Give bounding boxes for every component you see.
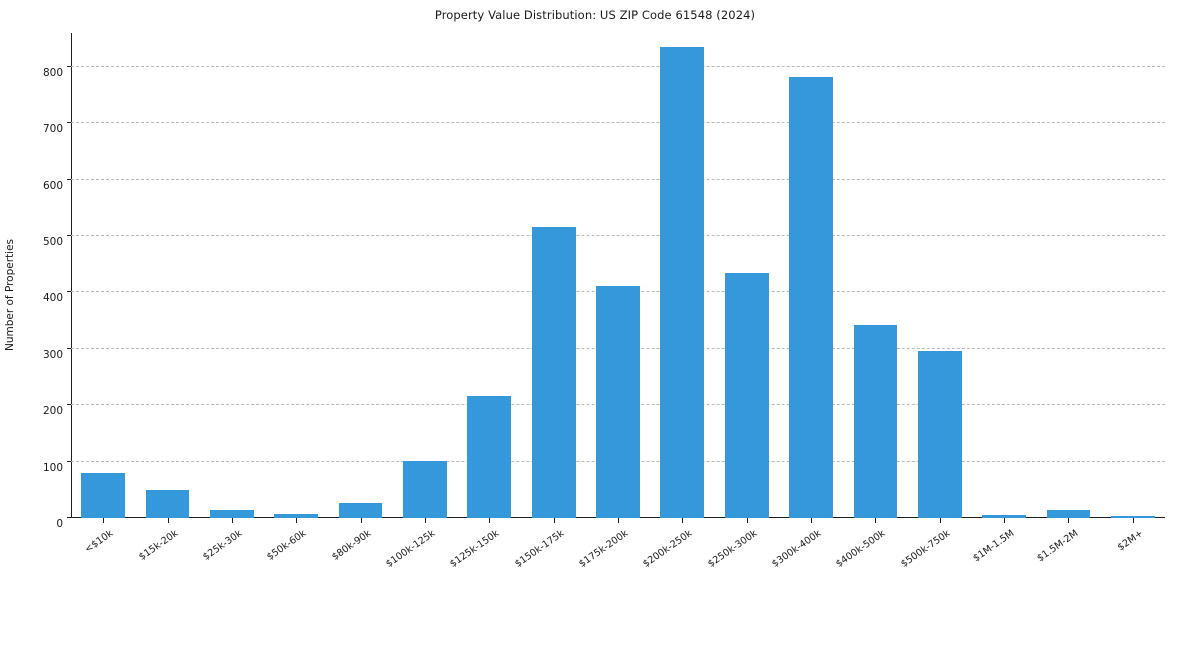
y-tick-mark [67,461,72,462]
y-tick-mark [67,122,72,123]
y-tick-mark [67,517,72,518]
x-tick-mark [1004,518,1005,523]
y-tick-mark [67,404,72,405]
bar [789,77,833,518]
x-tick-mark [682,518,683,523]
x-tick-mark [168,518,169,523]
gridline [71,179,1165,180]
x-tick-mark [103,518,104,523]
bar [596,286,640,518]
x-tick-mark [747,518,748,523]
chart-title: Property Value Distribution: US ZIP Code… [0,8,1190,22]
bar [1047,510,1091,518]
y-tick-mark [67,179,72,180]
bar [81,473,125,518]
x-tick-mark [554,518,555,523]
bar [339,503,383,518]
x-tick-mark [1133,518,1134,523]
chart-figure: Property Value Distribution: US ZIP Code… [0,0,1190,590]
bar [403,461,447,518]
y-axis-label-text: Number of Properties [4,239,16,351]
x-tick-mark [489,518,490,523]
gridline [71,235,1165,236]
y-tick-mark [67,66,72,67]
x-tick-mark [232,518,233,523]
x-tick-mark [940,518,941,523]
bar [660,47,704,518]
bar [918,351,962,518]
bar [467,396,511,518]
gridline [71,122,1165,123]
bar [532,227,576,518]
x-tick-mark [811,518,812,523]
gridline [71,66,1165,67]
x-tick-mark [1068,518,1069,523]
bar [854,325,898,518]
x-tick-mark [875,518,876,523]
y-tick-mark [67,291,72,292]
x-tick-mark [296,518,297,523]
y-tick-mark [67,348,72,349]
bar [725,273,769,518]
y-axis-label: Number of Properties [0,0,20,590]
bar [210,510,254,518]
x-tick-mark [618,518,619,523]
y-tick-mark [67,235,72,236]
bar [146,490,190,518]
x-tick-mark [425,518,426,523]
x-tick-mark [361,518,362,523]
